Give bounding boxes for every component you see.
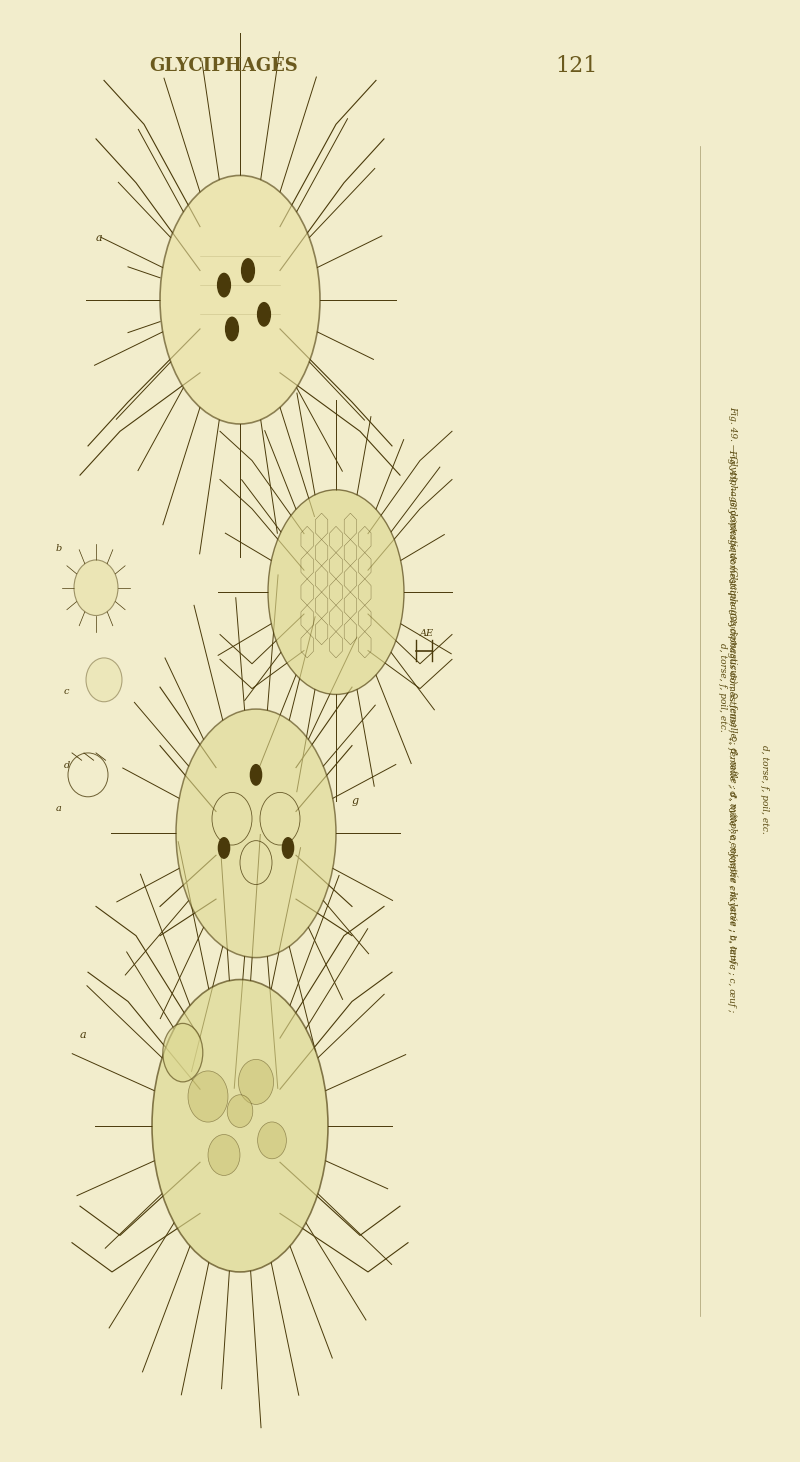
- Circle shape: [250, 765, 262, 785]
- Text: g: g: [352, 797, 359, 806]
- Ellipse shape: [176, 709, 336, 958]
- Circle shape: [226, 317, 238, 341]
- Ellipse shape: [238, 1060, 274, 1104]
- Ellipse shape: [208, 1135, 240, 1175]
- Text: d: d: [64, 760, 70, 769]
- Ellipse shape: [152, 980, 328, 1272]
- Text: Fig. 49. — Glyciphage domestique (Glyciphagus domesticus) ; ♀, femelle ; ♂, mâle: Fig. 49. — Glyciphage domestique (Glycip…: [718, 405, 738, 969]
- Text: b: b: [56, 544, 62, 553]
- Ellipse shape: [188, 1070, 228, 1123]
- Text: 121: 121: [555, 54, 597, 77]
- Ellipse shape: [258, 1121, 286, 1159]
- Ellipse shape: [74, 560, 118, 616]
- Circle shape: [282, 838, 294, 858]
- Ellipse shape: [160, 175, 320, 424]
- Text: Fig. 49. — Glyciphage domestique (Glyciphagus domesticus) ; ♀, femelle ; ♂, mâle: Fig. 49. — Glyciphage domestique (Glycip…: [727, 449, 737, 1013]
- Text: GLYCIPHAGES: GLYCIPHAGES: [150, 57, 298, 75]
- Text: a: a: [96, 234, 102, 243]
- Text: AE: AE: [420, 629, 434, 637]
- Circle shape: [258, 303, 270, 326]
- Ellipse shape: [163, 1023, 203, 1082]
- Circle shape: [242, 259, 254, 282]
- Text: d, torse, f, poil, etc.: d, torse, f, poil, etc.: [759, 746, 769, 833]
- Circle shape: [218, 838, 230, 858]
- Ellipse shape: [86, 658, 122, 702]
- Ellipse shape: [227, 1095, 253, 1127]
- Text: c: c: [64, 687, 70, 696]
- Circle shape: [218, 273, 230, 297]
- Ellipse shape: [268, 490, 404, 694]
- Text: a: a: [56, 804, 62, 813]
- Text: a: a: [80, 1031, 86, 1039]
